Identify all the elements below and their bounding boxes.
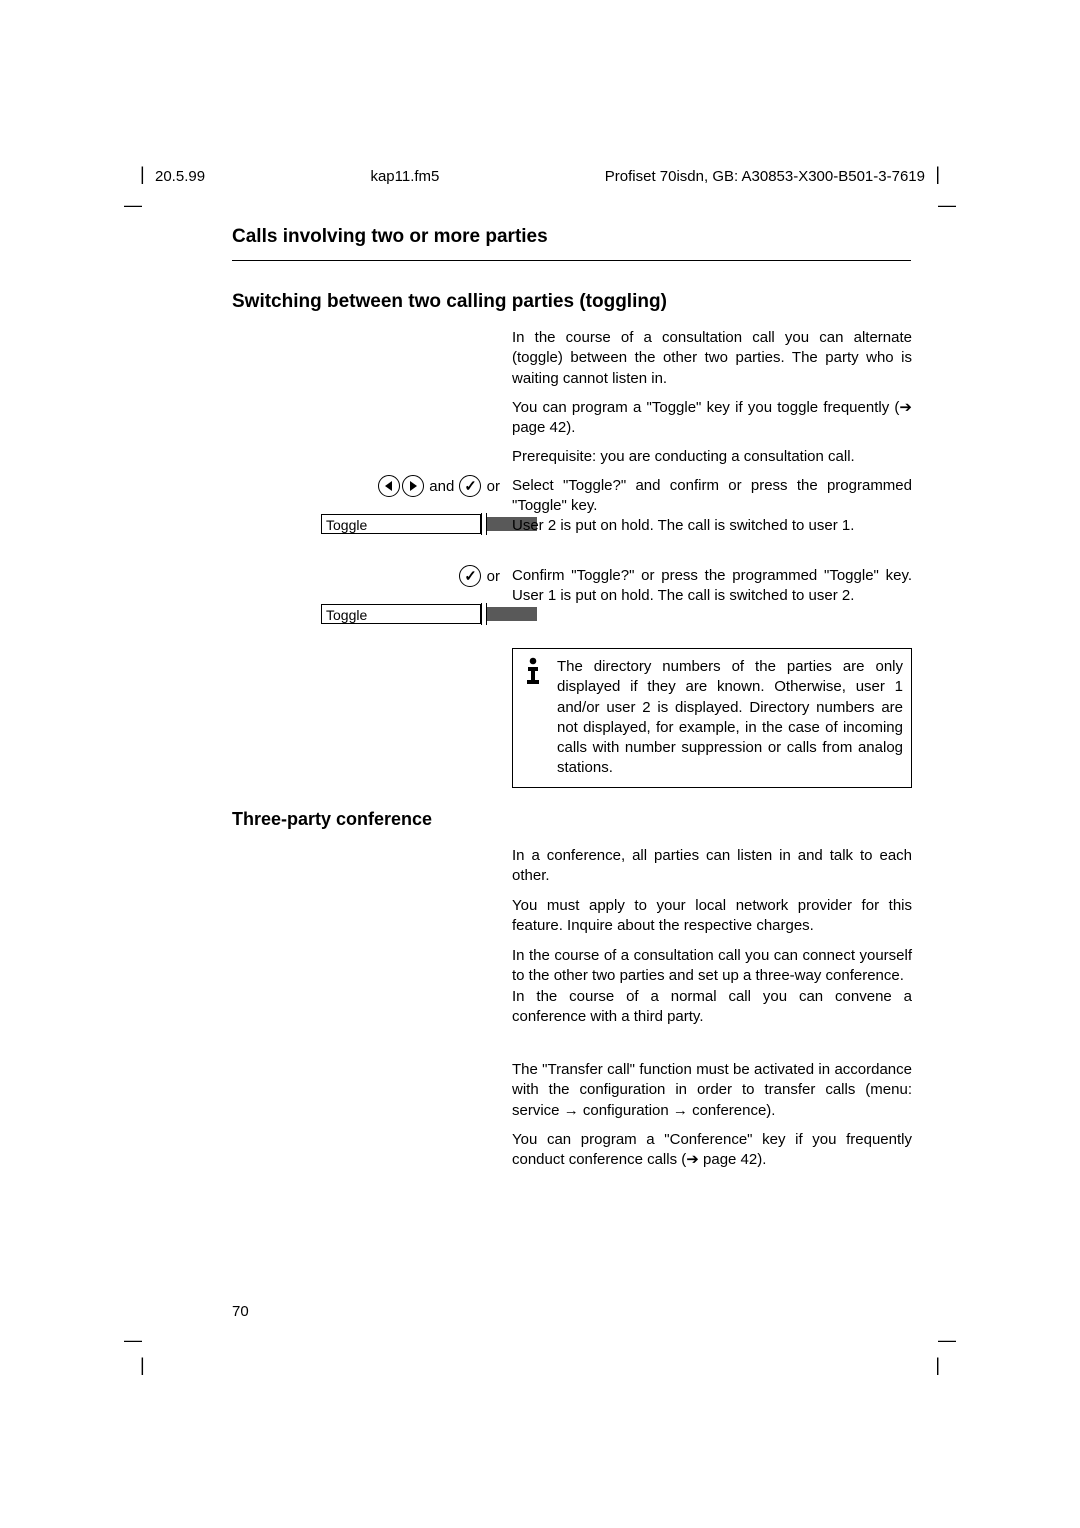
crop-mark: — [124, 193, 142, 217]
toggle-p1: In the course of a consultation call you… [512, 328, 912, 389]
conf-p2: You must apply to your local network pro… [512, 896, 912, 937]
conf-p3b: In the course of a normal call you can c… [512, 988, 912, 1025]
section-title: Calls involving two or more parties [232, 226, 548, 247]
conf-p4b: configuration [579, 1102, 673, 1119]
or-text: or [482, 568, 500, 585]
step1-text-a: Select "Toggle?" and confirm or press th… [512, 476, 912, 517]
crop-bar: | [935, 1353, 940, 1377]
arrow-right-icon: → [673, 1101, 688, 1121]
conf-p1: In a conference, all parties can listen … [512, 846, 912, 887]
header-date: 20.5.99 [155, 167, 205, 187]
h3-conference: Three-party conference [232, 807, 432, 831]
toggle-p2b: page 42). [512, 419, 575, 436]
crop-bar: | [140, 162, 145, 186]
info-icon [521, 657, 545, 779]
conf-p3a: In the course of a consultation call you… [512, 947, 912, 984]
arrow-right-icon: ➔ [686, 1150, 699, 1170]
and-text: and [425, 478, 458, 495]
crop-mark: — [938, 1328, 956, 1352]
step2-text: Confirm "Toggle?" or press the programme… [512, 566, 912, 607]
header-doc: Profiset 70isdn, GB: A30853-X300-B501-3-… [605, 167, 925, 187]
conf-p5: You can program a "Conference" key if yo… [512, 1130, 912, 1171]
toggle-key-row-1: Toggle [321, 513, 537, 535]
step1-keys: and ✓ or [377, 476, 500, 498]
toggle-p2a: You can program a "Toggle" key if you to… [512, 399, 899, 416]
toggle-p3: Prerequisite: you are conducting a consu… [512, 447, 912, 467]
conf-p4: The "Transfer call" function must be act… [512, 1060, 912, 1121]
key-left-icon [378, 475, 400, 497]
key-ok-icon: ✓ [459, 565, 481, 587]
key-ok-icon: ✓ [459, 475, 481, 497]
crop-mark: — [124, 1328, 142, 1352]
step2-keys: ✓ or [458, 566, 500, 588]
key-bar-icon [487, 607, 537, 621]
page-header: 20.5.99 kap11.fm5 Profiset 70isdn, GB: A… [155, 167, 925, 187]
arrow-right-icon: ➔ [899, 398, 912, 418]
or-text: or [482, 478, 500, 495]
crop-mark: — [938, 193, 956, 217]
crop-bar: | [140, 1353, 145, 1377]
toggle-p2: You can program a "Toggle" key if you to… [512, 398, 912, 439]
toggle-key-field: Toggle [321, 514, 481, 534]
section-title-row: Calls involving two or more parties [232, 224, 911, 261]
conf-p3: In the course of a consultation call you… [512, 946, 912, 1027]
key-right-icon [402, 475, 424, 497]
page-number: 70 [232, 1302, 249, 1322]
header-file: kap11.fm5 [370, 167, 439, 187]
step1-text-b: User 2 is put on hold. The call is switc… [512, 516, 912, 536]
note-box: The directory numbers of the parties are… [512, 648, 912, 788]
toggle-key-field: Toggle [321, 604, 481, 624]
arrow-right-icon: → [564, 1101, 579, 1121]
note-text: The directory numbers of the parties are… [557, 657, 903, 779]
conf-p4c: conference). [688, 1102, 776, 1119]
conf-p5b: page 42). [699, 1151, 767, 1168]
toggle-key-row-2: Toggle [321, 603, 537, 625]
h2-toggling: Switching between two calling parties (t… [232, 289, 667, 315]
crop-bar: | [935, 162, 940, 186]
